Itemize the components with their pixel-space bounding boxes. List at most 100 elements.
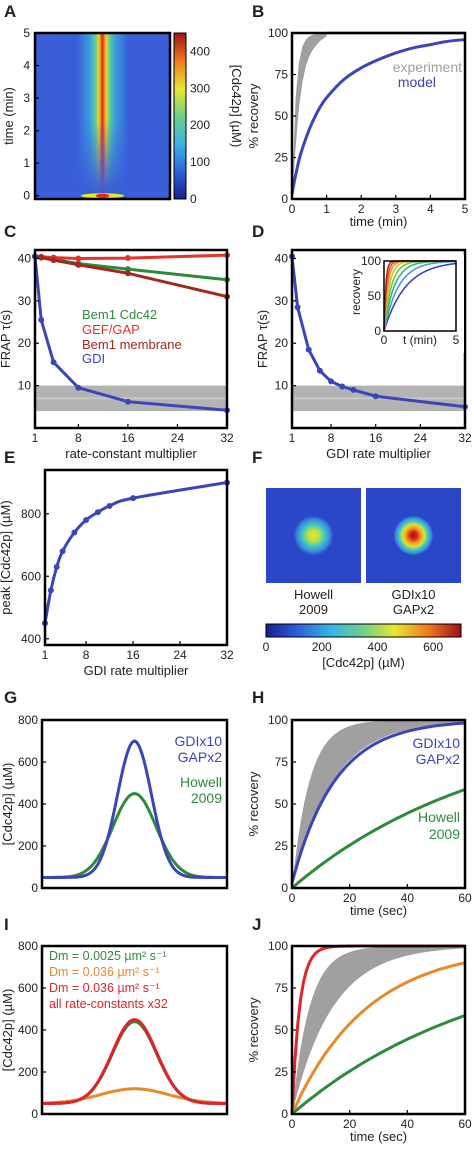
experiment-band bbox=[292, 946, 465, 1114]
snapshot-caption-line1: GDIx10 bbox=[391, 587, 435, 602]
curve-label: GAPx2 bbox=[178, 749, 223, 765]
panel-c-xtick-label: 24 bbox=[171, 431, 185, 445]
legend-entry: Dm = 0.036 µm² s⁻¹ bbox=[49, 981, 160, 995]
panel-e: E 1 8 16 24 32 400 600 800 GDI rate multiplier pea… bbox=[0, 448, 234, 678]
panel-b-xtick-label: 0 bbox=[289, 202, 296, 216]
inset-frame bbox=[383, 260, 457, 332]
panel-b-ytick-label: 100 bbox=[268, 26, 288, 40]
inset-xlabel: t (min) bbox=[403, 333, 437, 347]
panel-b-ytick-label: 50 bbox=[275, 109, 289, 123]
panel-a-frame bbox=[33, 31, 172, 201]
panel-label: H bbox=[252, 688, 264, 707]
panel-g-ytick-label: 200 bbox=[18, 839, 38, 853]
panel-h-xtick-label: 40 bbox=[401, 891, 415, 905]
panel-h-ytick-label: 50 bbox=[275, 797, 289, 811]
panel-b-xtick-label: 4 bbox=[427, 202, 434, 216]
panel-c-ytick-label: 20 bbox=[18, 336, 32, 350]
series-marker bbox=[124, 266, 131, 273]
panel-d-ytick-label: 40 bbox=[275, 251, 289, 265]
colorbar-a-tick-label: 200 bbox=[190, 118, 210, 132]
inset-recovery-curve bbox=[383, 262, 457, 332]
series-marker bbox=[47, 587, 54, 594]
panel-j-xtick-label: 60 bbox=[458, 1117, 472, 1131]
panel-label: D bbox=[252, 222, 264, 241]
kymograph-cap-fade bbox=[76, 33, 129, 191]
panel-a-ytick-label: 0 bbox=[23, 189, 30, 203]
series-marker bbox=[71, 529, 78, 536]
series-line bbox=[33, 256, 228, 412]
colorbar-a-tick-label: 300 bbox=[190, 81, 210, 95]
panel-h-xtick-label: 20 bbox=[343, 891, 357, 905]
panel-h-ytick-label: 0 bbox=[281, 881, 288, 895]
panel-e-xtick-label: 24 bbox=[173, 648, 187, 662]
panel-d-ytick-label: 20 bbox=[275, 336, 289, 350]
panel-c-xtick-label: 1 bbox=[32, 431, 39, 445]
panel-i-ylabel: [Cdc42p] (µM) bbox=[0, 989, 15, 1072]
panel-i-ytick-label: 600 bbox=[18, 981, 38, 995]
colorbar-a-label: [Cdc42p] (µM) bbox=[229, 65, 244, 148]
panel-g-ytick-label: 800 bbox=[18, 713, 38, 727]
series-marker bbox=[372, 393, 379, 400]
panel-d: D 1 8 16 24 32 10 20 30 40 GDI rate multiplier FRAP… bbox=[252, 222, 472, 461]
panel-d-xtick-label: 16 bbox=[369, 431, 383, 445]
panel-label: G bbox=[4, 688, 17, 707]
legend-entry: Bem1 membrane bbox=[82, 337, 182, 352]
panel-i-ytick-label: 400 bbox=[18, 1023, 38, 1037]
panel-c-xtick-label: 16 bbox=[121, 431, 135, 445]
panel-b-ytick-label: 0 bbox=[281, 192, 288, 206]
panel-label: E bbox=[4, 448, 15, 467]
colorbar-f-tick-label: 200 bbox=[312, 640, 332, 654]
panel-j-ytick-label: 75 bbox=[275, 981, 289, 995]
inset-ytick-label: 50 bbox=[368, 289, 382, 303]
panel-h-xtick-label: 60 bbox=[458, 891, 472, 905]
panel-b-ylabel: % recovery bbox=[246, 83, 261, 149]
panel-j-ylabel: % recovery bbox=[246, 997, 261, 1063]
panel-c-ylabel: FRAP τ(s) bbox=[0, 310, 13, 368]
panel-g-ytick-label: 600 bbox=[18, 755, 38, 769]
panel-h-xtick-label: 0 bbox=[289, 891, 296, 905]
curve-label: 2009 bbox=[429, 826, 460, 842]
legend-entry: GDI bbox=[82, 351, 105, 366]
panel-label: B bbox=[252, 2, 264, 21]
panel-b-ytick-label: 75 bbox=[275, 68, 289, 82]
recovery-line bbox=[291, 788, 466, 890]
panel-i-ytick-label: 800 bbox=[18, 939, 38, 953]
panel-a-ylabel: time (min) bbox=[1, 87, 16, 145]
panel-d-ylabel: FRAP τ(s) bbox=[255, 310, 270, 368]
panel-e-ytick-label: 400 bbox=[21, 632, 41, 646]
colorbar-f-tick-label: 0 bbox=[263, 640, 270, 654]
series-marker bbox=[339, 383, 346, 390]
panel-b-ytick-label: 25 bbox=[275, 151, 289, 165]
polar-cap-spot bbox=[393, 515, 434, 556]
snapshot-caption-line2: GAPx2 bbox=[393, 602, 434, 617]
inset-ytick-label: 0 bbox=[374, 324, 381, 338]
series-marker bbox=[124, 255, 131, 262]
experiment-band bbox=[292, 33, 327, 199]
panel-b-xtick-label: 5 bbox=[462, 202, 469, 216]
colorbar-f-tick-label: 400 bbox=[367, 640, 387, 654]
panel-a-ytick-label: 5 bbox=[23, 26, 30, 40]
panel-c-xtick-label: 8 bbox=[75, 431, 82, 445]
panel-i: I 0 200 400 600 800 [Cdc42p] (µM) Dm = 0.0025 µ… bbox=[0, 915, 229, 1121]
inset-recovery-curve bbox=[383, 260, 456, 332]
panel-i-ytick-label: 0 bbox=[31, 1107, 38, 1121]
series-marker bbox=[53, 563, 60, 570]
panel-e-frame bbox=[43, 468, 229, 647]
curve-label: GDIx10 bbox=[413, 735, 461, 751]
panel-i-ytick-label: 200 bbox=[18, 1065, 38, 1079]
panel-d-xtick-label: 8 bbox=[328, 431, 335, 445]
series-marker bbox=[350, 386, 357, 393]
panel-label: A bbox=[4, 2, 16, 21]
panel-j-xlabel: time (sec) bbox=[350, 1129, 407, 1144]
colorbar-a-tick-label: 400 bbox=[190, 44, 210, 58]
series-marker bbox=[124, 398, 131, 405]
series-marker bbox=[328, 378, 335, 385]
panel-j-xtick-label: 20 bbox=[343, 1117, 357, 1131]
panel-d-xlabel: GDI rate multiplier bbox=[326, 446, 431, 461]
panel-d-ytick-label: 10 bbox=[275, 379, 289, 393]
profile-line bbox=[42, 791, 227, 879]
curve-label: Howell bbox=[180, 774, 222, 790]
